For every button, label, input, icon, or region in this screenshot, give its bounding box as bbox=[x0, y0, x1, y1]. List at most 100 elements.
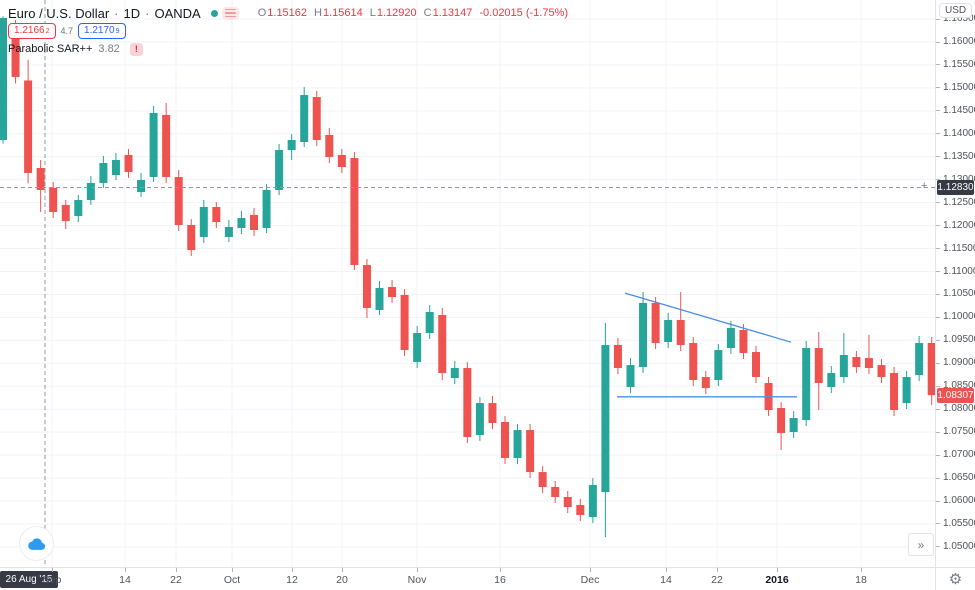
candle-body[interactable] bbox=[388, 287, 397, 298]
candle-body[interactable] bbox=[789, 418, 798, 433]
candle-body[interactable] bbox=[11, 24, 20, 77]
candle-body[interactable] bbox=[237, 218, 246, 228]
candle-body[interactable] bbox=[300, 95, 309, 143]
price-axis-label: 1.13500 bbox=[943, 150, 975, 162]
candle-body[interactable] bbox=[701, 377, 710, 389]
add-alert-plus-icon[interactable]: + bbox=[921, 179, 928, 192]
candle-body[interactable] bbox=[325, 134, 334, 157]
candle-body[interactable] bbox=[375, 288, 384, 311]
candle-body[interactable] bbox=[111, 160, 120, 176]
candle-body[interactable] bbox=[777, 408, 786, 434]
candlestick-chart[interactable] bbox=[0, 0, 935, 567]
candle-body[interactable] bbox=[852, 357, 861, 368]
candle-body[interactable] bbox=[0, 17, 7, 140]
candle-body[interactable] bbox=[362, 264, 371, 308]
candle-body[interactable] bbox=[563, 497, 572, 508]
candle-body[interactable] bbox=[513, 430, 522, 459]
candle-body[interactable] bbox=[49, 188, 58, 213]
candle-body[interactable] bbox=[839, 354, 848, 378]
candle-body[interactable] bbox=[74, 199, 83, 217]
candle-body[interactable] bbox=[425, 311, 434, 334]
candle-body[interactable] bbox=[676, 320, 685, 345]
trendline[interactable] bbox=[624, 292, 792, 343]
candle-body[interactable] bbox=[24, 80, 33, 173]
candle-body[interactable] bbox=[463, 368, 472, 438]
candle-body[interactable] bbox=[488, 403, 497, 424]
candle-body[interactable] bbox=[827, 373, 836, 388]
candle-body[interactable] bbox=[689, 343, 698, 381]
candle-body[interactable] bbox=[475, 403, 484, 436]
price-axis-tick bbox=[936, 431, 940, 433]
candle-body[interactable] bbox=[501, 422, 509, 459]
time-axis-tick bbox=[590, 568, 591, 572]
candle-body[interactable] bbox=[639, 302, 648, 368]
candle-body[interactable] bbox=[802, 348, 811, 421]
candle-body[interactable] bbox=[438, 315, 447, 374]
price-axis-tick bbox=[936, 156, 940, 158]
candle-body[interactable] bbox=[275, 150, 284, 190]
change-value: -0.02015 (-1.75%) bbox=[479, 7, 569, 19]
candle-body[interactable] bbox=[124, 155, 133, 172]
candle-body[interactable] bbox=[149, 113, 158, 177]
trade-panel: 1.2166 2 4.7 1.2170 9 bbox=[8, 22, 568, 40]
separator: · bbox=[145, 5, 150, 21]
candle-body[interactable] bbox=[137, 180, 146, 193]
currency-button[interactable]: USD bbox=[939, 3, 973, 18]
gear-icon[interactable]: ⚙ bbox=[948, 571, 963, 588]
candle-body[interactable] bbox=[613, 344, 622, 369]
candle-body[interactable] bbox=[538, 472, 547, 488]
candle-body[interactable] bbox=[752, 352, 760, 378]
candle-body[interactable] bbox=[526, 430, 535, 473]
indicator-error-icon[interactable]: ! bbox=[129, 42, 143, 56]
candle-body[interactable] bbox=[915, 343, 924, 376]
candle-body[interactable] bbox=[726, 328, 735, 349]
candle-body[interactable] bbox=[902, 377, 911, 404]
candle-body[interactable] bbox=[551, 487, 560, 498]
candle-body[interactable] bbox=[739, 329, 748, 353]
candle-body[interactable] bbox=[61, 204, 70, 222]
candle-body[interactable] bbox=[400, 295, 409, 350]
candle-body[interactable] bbox=[350, 157, 359, 265]
candle-body[interactable] bbox=[212, 207, 221, 223]
tradingview-cloud-logo-icon[interactable] bbox=[19, 526, 54, 561]
candle-body[interactable] bbox=[413, 333, 422, 363]
interval-label[interactable]: 1D bbox=[123, 5, 141, 21]
candle-body[interactable] bbox=[174, 176, 183, 226]
candle-body[interactable] bbox=[99, 162, 108, 184]
candle-body[interactable] bbox=[814, 348, 823, 384]
candle-body[interactable] bbox=[890, 373, 899, 411]
sell-button[interactable]: 1.2166 2 bbox=[8, 23, 56, 39]
candle-body[interactable] bbox=[199, 207, 208, 237]
candle-body[interactable] bbox=[651, 302, 660, 344]
symbol-row: Euro / U.S. Dollar · 1D · OANDA O 1.15162… bbox=[8, 4, 568, 22]
candle-body[interactable] bbox=[287, 139, 296, 151]
time-axis[interactable]: 26 Aug '15 Sep 14 22 Oct 12 20 Nov 16 Dec 14 22 201… bbox=[0, 567, 935, 590]
candle-body[interactable] bbox=[877, 365, 886, 378]
chart-pane[interactable]: Euro / U.S. Dollar · 1D · OANDA O 1.15162… bbox=[0, 0, 935, 567]
candle-body[interactable] bbox=[250, 214, 258, 231]
candle-body[interactable] bbox=[588, 485, 597, 518]
scroll-to-recent-button[interactable]: » bbox=[908, 533, 934, 556]
candle-body[interactable] bbox=[162, 114, 171, 177]
candle-body[interactable] bbox=[224, 226, 233, 237]
symbol-title[interactable]: Euro / U.S. Dollar bbox=[8, 5, 110, 21]
candle-body[interactable] bbox=[450, 368, 459, 379]
candle-body[interactable] bbox=[664, 320, 673, 343]
candle-body[interactable] bbox=[337, 155, 346, 167]
candle-body[interactable] bbox=[36, 167, 45, 190]
indicator-name[interactable]: Parabolic SAR++ bbox=[8, 43, 93, 55]
candle-body[interactable] bbox=[601, 344, 610, 493]
candle-body[interactable] bbox=[86, 183, 95, 200]
exchange-label[interactable]: OANDA bbox=[154, 5, 201, 21]
price-axis[interactable]: USD 1.12830 1.08307 1.16500 1.16000 1.1550… bbox=[935, 0, 975, 567]
candle-body[interactable] bbox=[626, 365, 635, 388]
candle-body[interactable] bbox=[864, 358, 873, 369]
candle-body[interactable] bbox=[262, 189, 271, 228]
candle-body[interactable] bbox=[576, 505, 585, 516]
candle-body[interactable] bbox=[312, 96, 321, 140]
candle-body[interactable] bbox=[714, 349, 723, 381]
candle-body[interactable] bbox=[187, 225, 196, 251]
candle-body[interactable] bbox=[927, 343, 935, 396]
buy-button[interactable]: 1.2170 9 bbox=[78, 23, 126, 39]
data-source-icon[interactable] bbox=[221, 6, 239, 20]
